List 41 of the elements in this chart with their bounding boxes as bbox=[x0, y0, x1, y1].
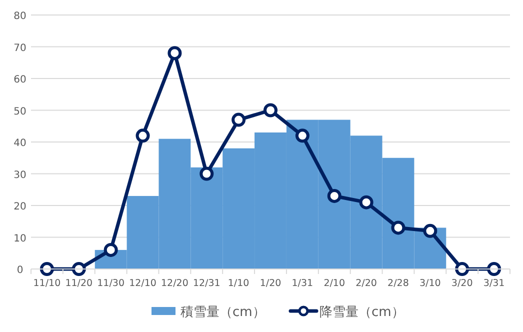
x-tick-label: 11/10 bbox=[33, 278, 61, 289]
x-tick-label: 11/30 bbox=[97, 278, 125, 289]
x-tick-label: 12/20 bbox=[161, 278, 188, 289]
point bbox=[168, 46, 182, 60]
y-tick-label: 70 bbox=[14, 42, 26, 54]
y-tick-label: 30 bbox=[14, 170, 26, 181]
x-tick-label: 1/10 bbox=[228, 278, 250, 289]
point bbox=[40, 262, 54, 276]
point bbox=[200, 166, 214, 181]
y-tick-label: 10 bbox=[14, 233, 26, 244]
point bbox=[327, 188, 342, 203]
y-tick-label: 40 bbox=[14, 138, 26, 149]
x-tick-label: 11/20 bbox=[65, 278, 93, 289]
x-tick-label: 2/20 bbox=[356, 278, 377, 289]
x-tick-label: 2/28 bbox=[388, 278, 409, 289]
point bbox=[295, 128, 310, 143]
point bbox=[487, 262, 502, 276]
point bbox=[104, 242, 118, 257]
y-tick-label: 50 bbox=[14, 106, 26, 118]
point bbox=[136, 128, 150, 143]
point bbox=[423, 224, 438, 238]
legend-label: 積雪量（cm） bbox=[180, 305, 266, 320]
point bbox=[391, 220, 406, 235]
x-tick-label: 3/31 bbox=[483, 278, 505, 289]
y-tick-label: 80 bbox=[14, 11, 26, 22]
point bbox=[72, 262, 86, 276]
legend-label: 降雪量（cm） bbox=[320, 305, 404, 320]
point bbox=[232, 112, 246, 127]
x-tick-label: 3/20 bbox=[451, 278, 473, 289]
x-tick-label: 1/20 bbox=[260, 278, 282, 289]
y-tick-label: 0 bbox=[16, 265, 24, 276]
point bbox=[264, 103, 278, 118]
x-tick-label: 2/10 bbox=[324, 278, 346, 289]
y-tick-label: 60 bbox=[14, 74, 26, 86]
x-tick-label: 12/31 bbox=[192, 278, 220, 289]
x-tick-label: 3/10 bbox=[419, 278, 441, 289]
x-tick-label: 12/10 bbox=[129, 278, 156, 289]
x-tick-label: 1/31 bbox=[292, 278, 314, 289]
point bbox=[455, 262, 470, 276]
y-tick-label: 20 bbox=[14, 202, 26, 212]
point bbox=[359, 195, 374, 210]
